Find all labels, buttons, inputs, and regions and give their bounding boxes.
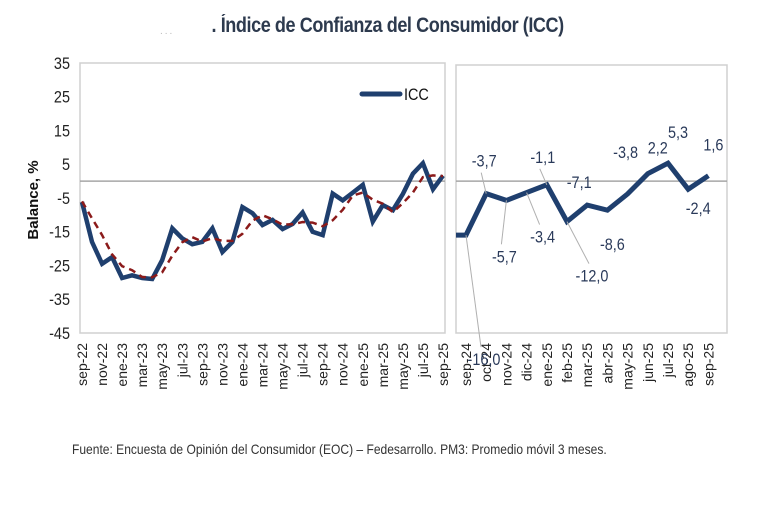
x-tick-label: nov-23 bbox=[214, 343, 230, 386]
data-label-leader bbox=[480, 172, 487, 194]
x-tick-label: mar-25 bbox=[579, 343, 595, 388]
data-label-leader bbox=[526, 192, 541, 225]
x-tick-label: sep-25 bbox=[435, 343, 451, 386]
data-label: -16,0 bbox=[468, 351, 501, 369]
data-label: -8,6 bbox=[600, 236, 625, 254]
data-label: -2,4 bbox=[686, 200, 711, 218]
x-tick-label: feb-25 bbox=[559, 343, 575, 383]
x-tick-label: oct-24 bbox=[478, 343, 494, 382]
y-tick-label: -25 bbox=[49, 257, 70, 275]
data-label-leader bbox=[566, 221, 590, 264]
x-tick-label: ene-24 bbox=[234, 343, 250, 387]
data-label: -3,7 bbox=[472, 153, 497, 171]
data-label: 5,3 bbox=[668, 124, 688, 142]
data-label: 2,2 bbox=[648, 140, 668, 158]
data-label: -3,8 bbox=[613, 144, 638, 162]
x-tick-label: jul-25 bbox=[415, 343, 431, 378]
y-tick-label: -35 bbox=[49, 291, 70, 309]
data-label: -7,1 bbox=[567, 174, 592, 192]
x-tick-label: ene-25 bbox=[355, 343, 371, 387]
series-line-icc-recent bbox=[456, 160, 710, 238]
x-tick-label: nov-24 bbox=[335, 343, 351, 386]
y-tick-label: -15 bbox=[49, 224, 70, 242]
data-label: -12,0 bbox=[576, 268, 609, 286]
x-tick-label: sep-24 bbox=[315, 343, 331, 386]
y-tick-label: 25 bbox=[54, 89, 70, 107]
data-label-leader bbox=[465, 235, 482, 348]
data-label-leader bbox=[500, 200, 507, 245]
x-tick-label: jul-25 bbox=[660, 343, 676, 378]
x-tick-label: jul-24 bbox=[295, 343, 311, 378]
x-tick-label: sep-24 bbox=[458, 343, 474, 386]
x-tick-label: ago-25 bbox=[680, 343, 696, 387]
y-tick-label: -45 bbox=[49, 325, 70, 343]
data-label: 1,6 bbox=[703, 137, 723, 155]
chart-title: . Índice de Confianza del Consumidor (IC… bbox=[211, 14, 565, 37]
right-plot-frame bbox=[455, 64, 728, 334]
y-tick-label: -5 bbox=[57, 190, 70, 208]
x-tick-label: nov-22 bbox=[94, 343, 110, 386]
x-tick-label: sep-22 bbox=[74, 343, 90, 386]
y-tick-label: 15 bbox=[54, 122, 70, 140]
x-tick-label: may-24 bbox=[275, 343, 291, 390]
x-tick-label: sep-23 bbox=[194, 343, 210, 386]
x-tick-label: ene-23 bbox=[114, 343, 130, 387]
x-tick-label: sep-25 bbox=[700, 343, 716, 386]
x-tick-label: mar-23 bbox=[134, 343, 150, 388]
x-tick-label: dic-24 bbox=[519, 343, 535, 381]
data-label: -3,4 bbox=[530, 229, 555, 247]
left-plot-frame bbox=[79, 62, 446, 334]
x-tick-label: may-25 bbox=[395, 343, 411, 390]
y-axis-label: Balance, % bbox=[25, 160, 42, 239]
data-label: -1,1 bbox=[530, 149, 555, 167]
x-tick-label: jul-23 bbox=[174, 343, 190, 378]
x-tick-label: nov-24 bbox=[498, 343, 514, 386]
right-panel: sep-24 oct-24 nov-24 dic-24 ene-25 feb-25 mar-… bbox=[455, 64, 728, 390]
y-tick-label: 5 bbox=[62, 156, 70, 174]
x-tick-label: abr-25 bbox=[599, 343, 615, 384]
series-line-pm3 bbox=[80, 174, 444, 279]
x-tick-label: mar-24 bbox=[255, 343, 271, 388]
y-tick-label: 35 bbox=[54, 55, 70, 73]
x-tick-label: jun-25 bbox=[640, 343, 656, 383]
x-tick-label: may-23 bbox=[154, 343, 170, 390]
data-label-leader bbox=[539, 168, 548, 186]
data-label: -5,7 bbox=[492, 248, 517, 266]
legend-label-icc: ICC bbox=[404, 86, 429, 104]
x-tick-label: mar-25 bbox=[375, 343, 391, 388]
x-tick-label: may-25 bbox=[620, 343, 636, 390]
source-note: Fuente: Encuesta de Opinión del Consumid… bbox=[72, 441, 607, 457]
x-tick-label: ene-25 bbox=[539, 343, 555, 387]
title-marks: ... bbox=[160, 26, 175, 37]
